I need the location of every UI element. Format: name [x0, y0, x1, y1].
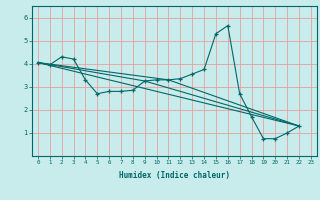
X-axis label: Humidex (Indice chaleur): Humidex (Indice chaleur) — [119, 171, 230, 180]
